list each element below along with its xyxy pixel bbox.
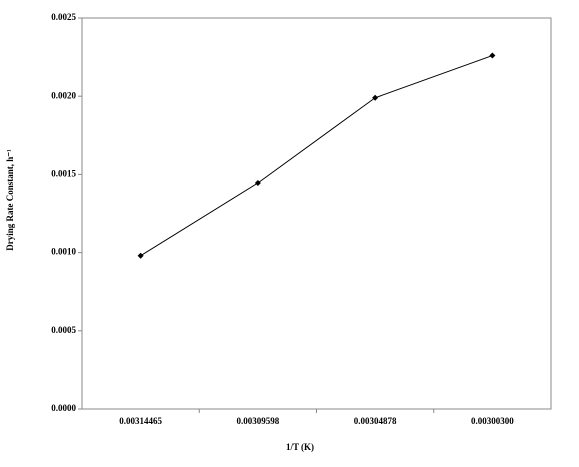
y-axis-label: Drying Rate Constant, h⁻¹ <box>5 149 15 251</box>
point <box>372 94 379 101</box>
x-axis-label: 1/T (K) <box>286 442 314 452</box>
x-tick-label: 0.00314465 <box>119 416 162 426</box>
y-tick-label: 0.0000 <box>51 403 76 413</box>
x-tick-label: 0.00309598 <box>237 416 280 426</box>
y-tick-label: 0.0020 <box>51 90 76 100</box>
plot-frame <box>81 17 552 410</box>
y-tick-label: 0.0010 <box>51 247 76 257</box>
point <box>254 180 261 187</box>
y-tick-label: 0.0015 <box>51 168 76 178</box>
point <box>489 52 496 59</box>
line <box>140 55 493 257</box>
y-tick-label: 0.0005 <box>51 325 76 335</box>
y-tick-label: 0.0025 <box>51 12 76 22</box>
point <box>137 252 144 259</box>
x-tick-label: 0.00304878 <box>354 416 397 426</box>
x-tick-label: 0.00300300 <box>471 416 514 426</box>
